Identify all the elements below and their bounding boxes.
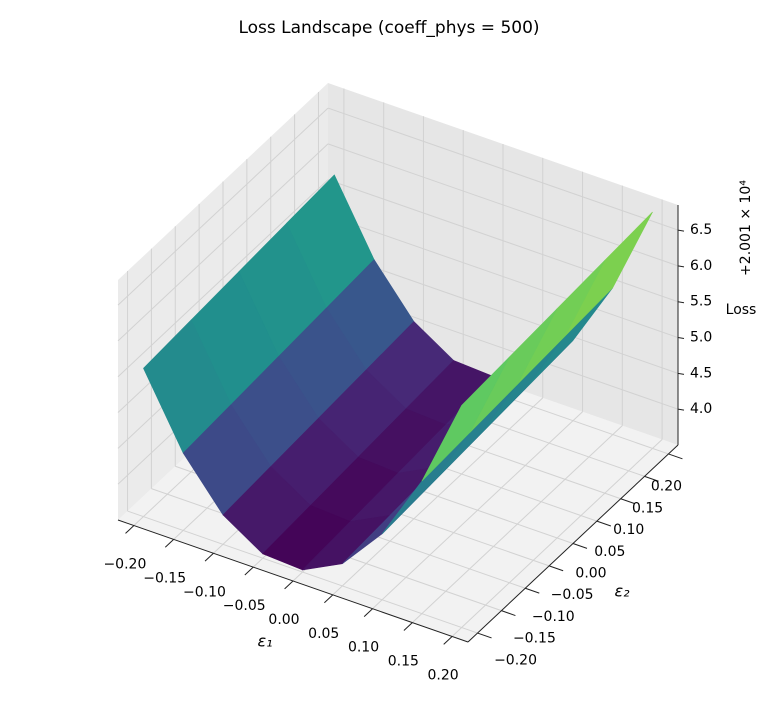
y-tick-label: 0.05 <box>594 544 625 560</box>
z-tick-label: 4.0 <box>690 401 712 417</box>
tick-mark <box>677 372 685 375</box>
surface <box>143 174 653 571</box>
y-axis-label: ε₂ <box>614 582 630 601</box>
x-tick-label: 0.00 <box>268 612 299 628</box>
x-tick-label: 0.15 <box>388 654 419 670</box>
surface-patch <box>421 356 510 482</box>
z-offset-label: +2.001 × 10⁴ <box>738 180 754 276</box>
grid-line <box>327 215 679 339</box>
y-tick-label: −0.05 <box>551 587 594 603</box>
grid-line <box>327 107 679 231</box>
tick-mark <box>125 525 135 534</box>
tick-mark <box>204 552 214 562</box>
x-tick-label: −0.20 <box>103 557 146 573</box>
y-tick-label: 0.15 <box>632 500 663 516</box>
tick-mark <box>677 229 685 232</box>
x-tick-label: −0.15 <box>143 570 186 586</box>
tick-mark <box>363 608 373 617</box>
grid-line <box>117 179 329 378</box>
tick-mark <box>677 337 685 340</box>
grid-line <box>127 510 478 634</box>
tick-mark <box>501 610 516 617</box>
z-tick-label: 5.0 <box>690 330 712 346</box>
grid-line <box>117 107 329 306</box>
tick-mark <box>572 543 588 549</box>
tick-mark <box>244 566 254 576</box>
tick-mark <box>644 475 659 482</box>
y-axis-line <box>467 444 679 643</box>
x-axis-label: ε₁ <box>257 632 272 651</box>
tick-mark <box>677 265 685 268</box>
axes: −0.20−0.15−0.10−0.050.000.050.100.150.20… <box>103 205 712 683</box>
y-tick-label: −0.20 <box>494 652 537 668</box>
y-tick-label: −0.15 <box>513 631 556 647</box>
grid-line <box>327 250 679 374</box>
x-tick-label: 0.20 <box>428 667 459 683</box>
tick-mark <box>443 636 453 645</box>
tick-mark <box>284 580 294 590</box>
x-axis-line <box>117 519 469 643</box>
x-tick-label: −0.05 <box>223 598 266 614</box>
chart-title: Loss Landscape (coeff_phys = 500) <box>238 18 539 38</box>
tick-mark <box>620 498 635 505</box>
grid-line <box>117 143 329 342</box>
y-tick-label: 0.10 <box>613 522 644 538</box>
tick-mark <box>596 520 612 527</box>
tick-mark <box>324 594 334 604</box>
z-axis-label: Loss <box>726 302 757 318</box>
tick-mark <box>548 565 564 572</box>
tick-mark <box>668 453 683 460</box>
y-tick-label: 0.20 <box>651 479 682 495</box>
x-tick-label: 0.10 <box>348 640 379 656</box>
x-tick-label: −0.10 <box>183 584 226 600</box>
tick-mark <box>525 587 540 594</box>
z-tick-label: 6.0 <box>690 258 712 274</box>
tick-mark <box>677 408 685 411</box>
grid-line <box>327 179 679 303</box>
z-tick-label: 6.5 <box>690 222 712 238</box>
z-tick-label: 5.5 <box>690 294 712 310</box>
x-tick-label: 0.05 <box>308 626 339 642</box>
tick-mark <box>477 632 492 639</box>
z-tick-label: 4.5 <box>690 365 712 381</box>
tick-mark <box>677 301 685 304</box>
y-tick-label: 0.00 <box>575 566 606 582</box>
tick-mark <box>164 539 175 548</box>
tick-mark <box>403 622 413 631</box>
y-tick-label: −0.10 <box>532 609 575 625</box>
